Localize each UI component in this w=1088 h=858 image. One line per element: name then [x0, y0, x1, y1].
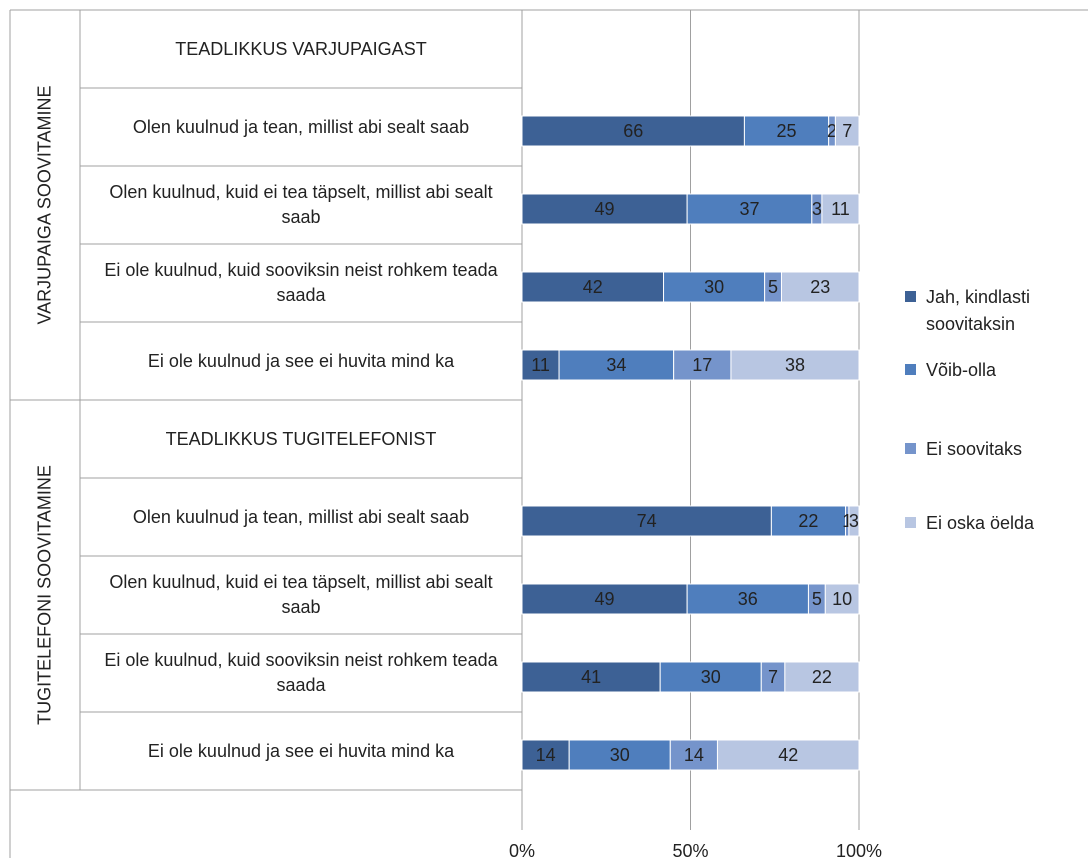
category-label: TEADLIKKUS VARJUPAIGAST [175, 38, 427, 59]
category-label: Ei ole kuulnud ja see ei huvita mind ka [147, 740, 455, 761]
bar-segment [770, 505, 847, 537]
category-label: Olen kuulnud, kuid ei tea täpselt, milli… [109, 572, 493, 617]
bar-segment [824, 583, 860, 615]
value-label: 23 [810, 277, 830, 297]
bar-segment [780, 271, 860, 303]
value-label: 49 [595, 199, 615, 219]
legend-label: Võib-olla [926, 360, 997, 380]
legend-label: Ei soovitaks [926, 439, 1023, 459]
value-label: 17 [692, 355, 712, 375]
value-label: 5 [768, 277, 778, 297]
bar-segment [821, 193, 860, 225]
value-label: 74 [637, 511, 657, 531]
legend-swatch [905, 443, 916, 454]
category-label: TEADLIKKUS TUGITELEFONIST [165, 428, 437, 449]
bar-segment [568, 739, 671, 771]
bar-segment [521, 505, 772, 537]
value-label: 22 [812, 667, 832, 687]
bar-segment [834, 115, 860, 147]
x-tick-label: 50% [672, 841, 708, 858]
value-label: 30 [704, 277, 724, 297]
bar-segment [521, 661, 661, 693]
value-label: 66 [623, 121, 643, 141]
value-label: 2 [827, 121, 837, 141]
legend-swatch [905, 517, 916, 528]
value-label: 1 [842, 511, 852, 531]
value-label: 7 [768, 667, 778, 687]
bar-segment [730, 349, 860, 381]
value-label: 3 [849, 511, 859, 531]
value-label: 41 [581, 667, 601, 687]
value-label: 14 [684, 745, 704, 765]
bar-segment [848, 505, 860, 537]
bar-segment [558, 349, 675, 381]
category-label: Ei ole kuulnud, kuid sooviksin neist roh… [104, 260, 498, 305]
category-label: Olen kuulnud, kuid ei tea täpselt, milli… [109, 182, 493, 227]
category-label: Olen kuulnud ja tean, millist abi sealt … [132, 116, 470, 137]
value-label: 5 [812, 589, 822, 609]
value-label: 49 [595, 589, 615, 609]
bar-segment [663, 271, 766, 303]
value-label: 37 [739, 199, 759, 219]
bar-segment [521, 349, 560, 381]
legend-label: Jah, kindlasti soovitaksin [926, 287, 1031, 334]
bar-segment [521, 739, 570, 771]
value-label: 38 [785, 355, 805, 375]
value-label: 30 [610, 745, 630, 765]
value-label: 36 [738, 589, 758, 609]
legend-swatch [905, 364, 916, 375]
bar-segment [521, 193, 688, 225]
value-label: 42 [583, 277, 603, 297]
bar-segment [686, 193, 813, 225]
bar-segment [716, 739, 860, 771]
value-label: 30 [701, 667, 721, 687]
legend-label: Ei oska öelda [926, 513, 1035, 533]
value-label: 11 [531, 355, 550, 375]
value-label: 22 [798, 511, 818, 531]
category-label: Ei ole kuulnud ja see ei huvita mind ka [147, 350, 455, 371]
bar-segment [673, 349, 732, 381]
value-label: 42 [778, 745, 798, 765]
group-label: VARJUPAIGA SOOVITAMINE [34, 85, 55, 325]
value-label: 25 [777, 121, 797, 141]
bar-segment [784, 661, 860, 693]
value-label: 14 [536, 745, 556, 765]
legend-swatch [905, 291, 916, 302]
x-tick-label: 100% [836, 841, 882, 858]
value-label: 7 [842, 121, 852, 141]
bar-segment [521, 271, 665, 303]
value-label: 11 [831, 199, 850, 219]
bar-segment [659, 661, 762, 693]
value-label: 10 [832, 589, 852, 609]
x-tick-label: 0% [509, 841, 535, 858]
category-label: Ei ole kuulnud, kuid sooviksin neist roh… [104, 650, 498, 695]
group-label: TUGITELEFONI SOOVITAMINE [34, 465, 55, 725]
value-label: 34 [606, 355, 626, 375]
value-label: 3 [812, 199, 822, 219]
category-label: Olen kuulnud ja tean, millist abi sealt … [132, 506, 470, 527]
